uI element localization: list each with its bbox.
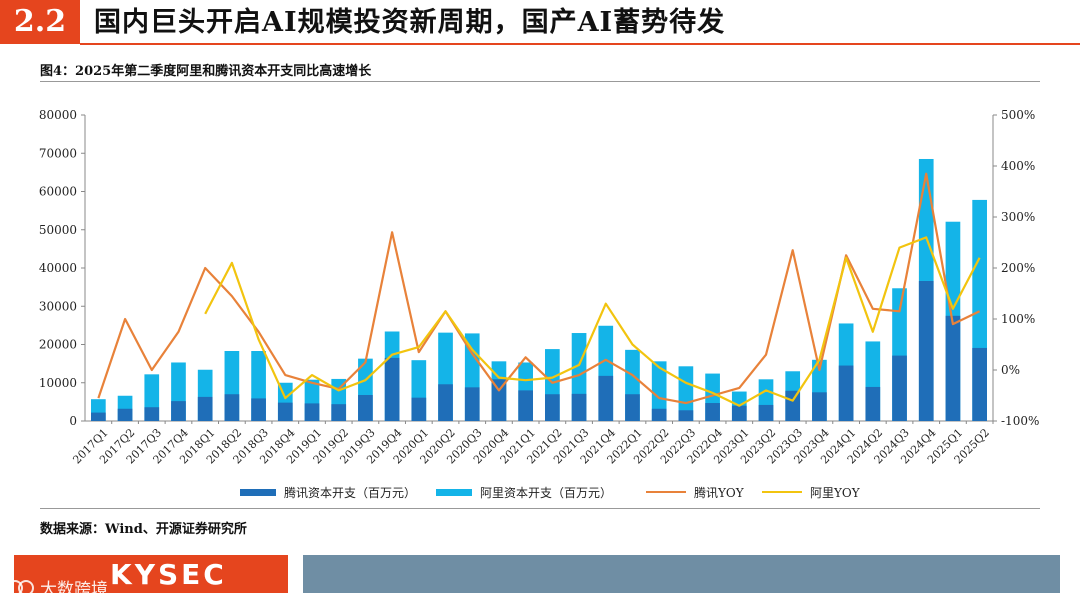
bar-tencent-capex [331, 404, 347, 421]
legend-item-tencent-yoy: 腾讯YOY [646, 484, 744, 500]
y-right-tick-label: 100% [1001, 312, 1035, 326]
legend-line-alibaba-yoy [762, 491, 802, 493]
capex-chart: 0 10000 20000 30000 40000 50000 60000 70000 8000… [39, 108, 1040, 466]
legend-item-tencent-capex: 腾讯资本开支（百万元） [240, 484, 416, 500]
y-left-tick-label: 20000 [39, 338, 77, 352]
y-left-tick-label: 80000 [39, 108, 77, 122]
bar-tencent-capex [731, 405, 747, 421]
bar-tencent-capex [491, 379, 507, 421]
bar-tencent-capex [464, 387, 480, 421]
bar-tencent-capex [411, 397, 427, 421]
y-right-tick-label: 500% [1001, 108, 1035, 122]
kysec-logo: KYSEC [110, 558, 227, 591]
y-left-tick-label: 50000 [39, 223, 77, 237]
bar-tencent-capex [545, 394, 560, 421]
legend-label-alibaba-capex: 阿里资本开支（百万元） [480, 485, 613, 500]
legend-item-alibaba-yoy: 阿里YOY [762, 484, 860, 500]
y-right-tick-label: 0% [1001, 363, 1020, 377]
bar-tencent-capex [304, 403, 320, 421]
bar-tencent-capex [812, 392, 827, 421]
bar-tencent-capex [945, 315, 961, 421]
legend-item-alibaba-capex: 阿里资本开支（百万元） [436, 484, 612, 500]
bar-tencent-capex [117, 408, 133, 421]
y-left-tick-label: 0 [69, 414, 77, 428]
header-rule [80, 43, 1080, 45]
bar-tencent-capex [144, 407, 160, 421]
watermark-text: 大数跨境 [40, 580, 108, 600]
figure-title: 图4：2025年第二季度阿里和腾讯资本开支同比高速增长 [40, 64, 372, 79]
footer-bar [303, 555, 1060, 593]
bar-tencent-capex [277, 402, 293, 421]
line-alibaba-yoy [204, 236, 981, 407]
bar-tencent-capex [598, 375, 614, 421]
figure-bottom-rule [40, 508, 1040, 509]
bar-tencent-capex [972, 347, 987, 421]
bar-tencent-capex [651, 408, 667, 421]
bar-tencent-capex [678, 410, 694, 421]
legend-swatch-tencent-capex [240, 488, 276, 496]
legend-swatch-alibaba-capex [436, 488, 472, 496]
watermark-icon [7, 580, 34, 596]
bar-tencent-capex [171, 401, 186, 421]
legend-label-tencent-yoy: 腾讯YOY [694, 485, 744, 500]
y-right-tick-label: 300% [1001, 210, 1035, 224]
bar-tencent-capex [865, 386, 881, 421]
bar-tencent-capex [91, 412, 106, 421]
bar-alibaba-capex [651, 361, 667, 421]
chart-legend: 腾讯资本开支（百万元） 阿里资本开支（百万元） 腾讯YOY 阿里YOY [240, 484, 940, 500]
bar-tencent-capex [758, 404, 774, 421]
legend-label-alibaba-yoy: 阿里YOY [810, 485, 860, 500]
y-right-tick-label: 400% [1001, 159, 1035, 173]
figure-top-rule [40, 81, 1040, 82]
bar-tencent-capex [571, 393, 587, 421]
y-left-tick-label: 70000 [39, 146, 77, 160]
y-right-tick-label: 200% [1001, 261, 1035, 275]
y-left-tick-label: 40000 [39, 261, 77, 275]
report-header: 2.2 国内巨头开启AI规模投资新周期，国产AI蓄势待发 [0, 0, 1080, 45]
bar-tencent-capex [251, 398, 266, 421]
bar-tencent-capex [438, 384, 453, 421]
legend-label-tencent-capex: 腾讯资本开支（百万元） [284, 485, 417, 500]
bar-tencent-capex [892, 355, 907, 421]
data-source: 数据来源：Wind、开源证券研究所 [40, 522, 247, 537]
bar-tencent-capex [224, 394, 240, 421]
y-left-tick-label: 30000 [39, 299, 77, 313]
y-left-tick-label: 10000 [39, 376, 77, 390]
bar-tencent-capex [518, 390, 533, 421]
bar-tencent-capex [705, 403, 720, 421]
bar-tencent-capex [785, 390, 801, 421]
section-number: 2.2 [0, 0, 80, 44]
y-right-tick-label: -100% [1001, 414, 1039, 428]
bar-tencent-capex [918, 281, 934, 421]
bar-tencent-capex [358, 394, 373, 421]
bar-tencent-capex [384, 357, 400, 421]
section-title: 国内巨头开启AI规模投资新周期，国产AI蓄势待发 [94, 7, 726, 38]
logo-band [14, 555, 288, 593]
bar-tencent-capex [625, 394, 640, 421]
bar-tencent-capex [197, 396, 213, 421]
bar-tencent-capex [838, 365, 854, 421]
y-left-tick-label: 60000 [39, 185, 77, 199]
legend-line-tencent-yoy [646, 491, 686, 493]
